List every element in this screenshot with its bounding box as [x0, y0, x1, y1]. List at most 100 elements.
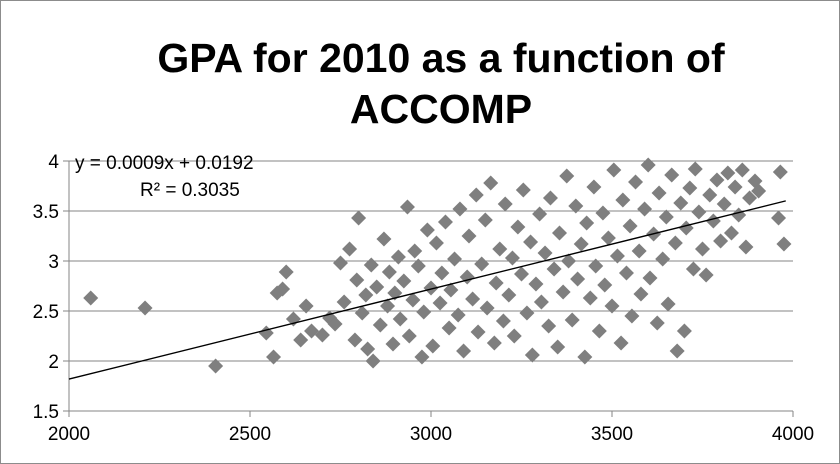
data-point [606, 162, 622, 178]
data-point [738, 239, 754, 255]
trendline-equation: y = 0.0009x + 0.0192 [75, 153, 254, 174]
data-point [461, 228, 477, 244]
data-point [582, 290, 598, 306]
data-point [716, 196, 732, 212]
data-point [687, 161, 703, 177]
data-point [492, 241, 508, 257]
data-point [561, 253, 577, 269]
data-point [742, 190, 758, 206]
data-point [622, 218, 638, 234]
x-tick-label: 2000 [48, 424, 90, 445]
data-point [533, 294, 549, 310]
data-point [506, 328, 522, 344]
data-point [660, 296, 676, 312]
data-point [396, 273, 412, 289]
data-point [360, 341, 376, 357]
data-point [555, 284, 571, 300]
x-tick-label: 3000 [410, 424, 452, 445]
data-point [488, 275, 504, 291]
data-point [523, 234, 539, 250]
data-point [441, 320, 457, 336]
data-point [550, 339, 566, 355]
data-point [537, 245, 553, 261]
data-point [468, 187, 484, 203]
data-point [474, 256, 490, 272]
data-point [278, 264, 294, 280]
data-point [691, 204, 707, 220]
chart-title-line-1: GPA for 2010 as a function of [157, 35, 725, 81]
data-point [600, 230, 616, 246]
data-point [470, 324, 486, 340]
y-tick-label: 2.5 [33, 302, 59, 323]
data-point [372, 317, 388, 333]
data-point [293, 332, 309, 348]
y-tick-label: 2 [48, 352, 59, 373]
data-point [434, 265, 450, 281]
data-point [258, 325, 274, 341]
data-point [275, 281, 291, 297]
data-point [369, 279, 385, 295]
data-point [546, 261, 562, 277]
data-point [705, 213, 721, 229]
data-point [483, 175, 499, 191]
data-point [501, 287, 517, 303]
data-point [751, 183, 767, 199]
data-point [450, 307, 466, 323]
data-point [579, 215, 595, 231]
data-point [327, 316, 343, 332]
data-point [640, 157, 656, 173]
data-point [564, 312, 580, 328]
data-point [559, 168, 575, 184]
data-point [392, 311, 408, 327]
data-point [515, 182, 531, 198]
data-point [628, 174, 644, 190]
data-point [497, 196, 513, 212]
data-point [347, 332, 363, 348]
data-point [510, 219, 526, 235]
data-point [720, 165, 736, 181]
data-point [428, 235, 444, 251]
data-point [452, 201, 468, 217]
trendline [68, 200, 786, 380]
data-point [573, 236, 589, 252]
data-point [633, 286, 649, 302]
data-point [336, 294, 352, 310]
data-point [695, 241, 710, 257]
trendline-r-squared: R² = 0.3035 [140, 180, 240, 201]
data-point [702, 187, 718, 203]
data-point [266, 349, 282, 365]
data-point [631, 243, 647, 259]
data-point [528, 276, 544, 292]
data-point [414, 349, 430, 365]
data-point [542, 190, 558, 206]
data-point [588, 258, 604, 274]
data-point [486, 335, 502, 351]
data-point [667, 235, 683, 251]
data-point [669, 343, 685, 359]
data-point [380, 298, 396, 314]
data-point [456, 343, 472, 359]
data-point [642, 270, 658, 286]
data-point [682, 180, 698, 196]
data-point [727, 179, 743, 195]
y-tick-label: 3 [48, 252, 59, 273]
data-point [709, 172, 725, 188]
data-point [723, 225, 739, 241]
data-point [381, 264, 397, 280]
data-points [83, 157, 792, 374]
data-point [772, 164, 788, 180]
data-point [604, 298, 620, 314]
data-point [613, 335, 629, 351]
data-point [618, 265, 634, 281]
data-point [624, 308, 640, 324]
data-point [514, 266, 529, 282]
data-point [570, 271, 586, 287]
data-point [532, 206, 548, 222]
data-point [651, 185, 667, 201]
data-point [541, 318, 557, 334]
data-point [597, 277, 613, 293]
data-point [776, 236, 792, 252]
data-point [407, 243, 423, 259]
